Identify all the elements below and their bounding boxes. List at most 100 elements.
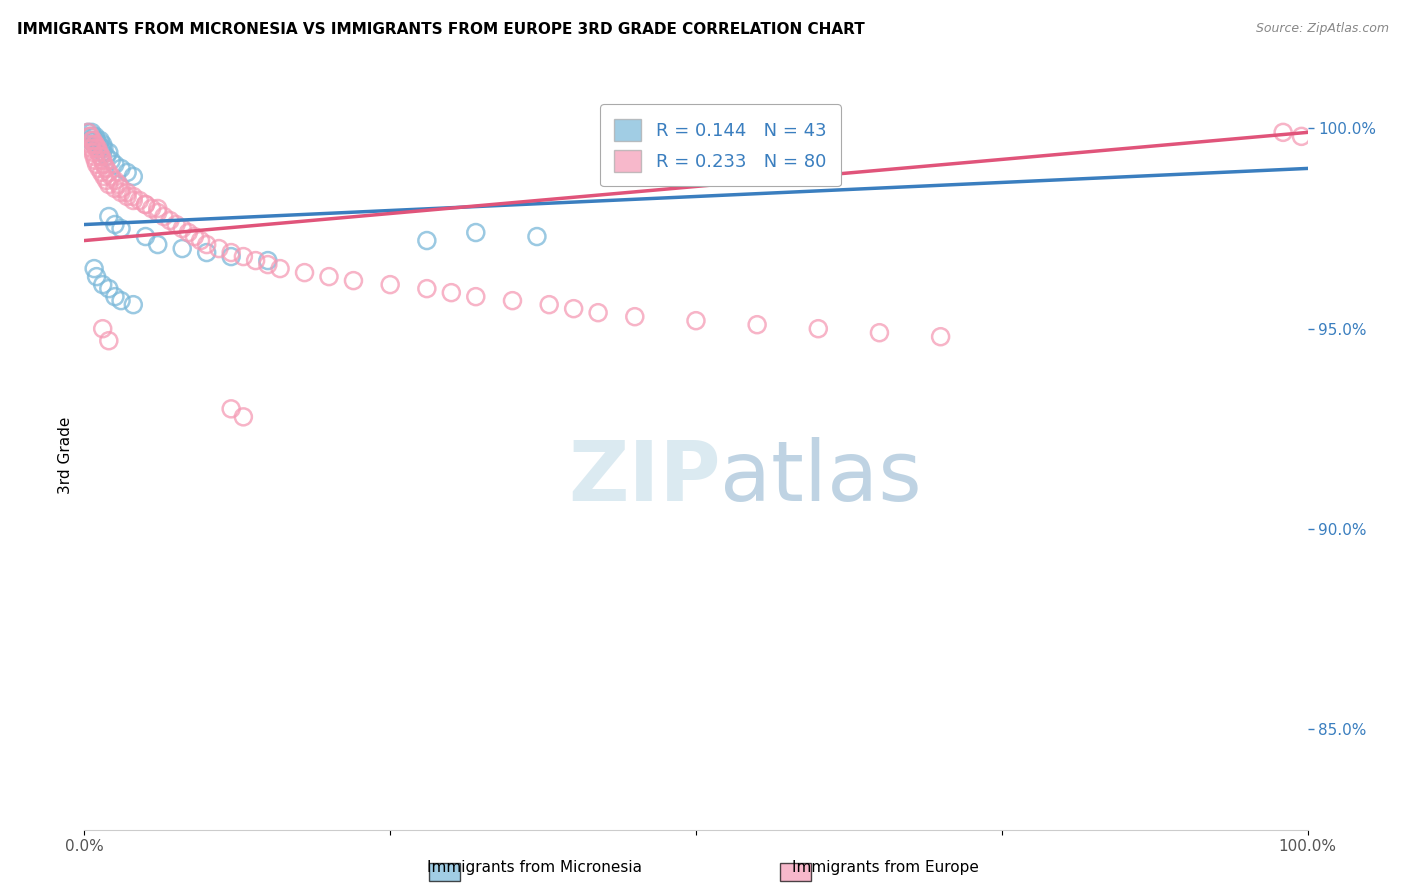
Y-axis label: 3rd Grade: 3rd Grade bbox=[58, 417, 73, 493]
Point bbox=[97, 178, 120, 192]
Point bbox=[84, 129, 107, 144]
Point bbox=[586, 306, 609, 320]
Point bbox=[869, 326, 891, 340]
Point bbox=[86, 141, 108, 155]
Point bbox=[83, 149, 105, 163]
Text: atlas: atlas bbox=[720, 437, 922, 518]
Text: IMMIGRANTS FROM MICRONESIA VS IMMIGRANTS FROM EUROPE 3RD GRADE CORRELATION CHART: IMMIGRANTS FROM MICRONESIA VS IMMIGRANTS… bbox=[17, 22, 865, 37]
Point bbox=[172, 242, 194, 256]
Point bbox=[416, 282, 439, 296]
Point bbox=[107, 178, 129, 192]
Text: Immigrants from Micronesia: Immigrants from Micronesia bbox=[427, 861, 641, 875]
Point bbox=[122, 189, 145, 203]
Point bbox=[245, 253, 267, 268]
Point bbox=[91, 137, 114, 152]
Point bbox=[122, 298, 145, 312]
Point bbox=[82, 145, 104, 160]
Point bbox=[219, 245, 242, 260]
Point bbox=[77, 129, 100, 144]
Point bbox=[624, 310, 647, 324]
Point bbox=[91, 322, 114, 336]
Point bbox=[1272, 125, 1295, 139]
Point bbox=[135, 229, 157, 244]
Point bbox=[82, 129, 104, 144]
Point bbox=[87, 141, 110, 155]
Point bbox=[380, 277, 402, 292]
Point bbox=[82, 133, 104, 147]
Point bbox=[153, 210, 176, 224]
Point bbox=[86, 137, 108, 152]
Point bbox=[685, 314, 707, 328]
Point bbox=[502, 293, 524, 308]
Point bbox=[929, 329, 952, 343]
Point bbox=[172, 221, 194, 235]
Point bbox=[146, 202, 169, 216]
Point bbox=[96, 149, 118, 163]
Point bbox=[807, 322, 830, 336]
Point bbox=[79, 133, 101, 147]
Point bbox=[100, 169, 122, 184]
Point bbox=[110, 181, 132, 195]
Point bbox=[86, 133, 108, 147]
Point bbox=[89, 133, 111, 147]
Point bbox=[115, 186, 138, 200]
Point bbox=[104, 218, 127, 232]
Text: ZIP: ZIP bbox=[568, 437, 720, 518]
Point bbox=[208, 242, 231, 256]
Point bbox=[232, 250, 254, 264]
Point bbox=[90, 149, 112, 163]
Point bbox=[110, 186, 132, 200]
Point bbox=[96, 161, 118, 176]
Point bbox=[104, 157, 127, 171]
Point bbox=[83, 137, 105, 152]
Point bbox=[165, 218, 187, 232]
Point bbox=[342, 274, 364, 288]
Point bbox=[84, 137, 107, 152]
Point bbox=[93, 169, 115, 184]
Point bbox=[104, 173, 127, 187]
Point bbox=[90, 141, 112, 155]
Point bbox=[122, 194, 145, 208]
Point bbox=[146, 205, 169, 219]
Point bbox=[86, 269, 108, 284]
Point bbox=[110, 221, 132, 235]
Point bbox=[80, 141, 103, 155]
Point bbox=[115, 165, 138, 179]
Point bbox=[195, 237, 218, 252]
Point bbox=[257, 258, 280, 272]
Point bbox=[115, 189, 138, 203]
Point bbox=[416, 234, 439, 248]
Point bbox=[97, 210, 120, 224]
Point bbox=[91, 277, 114, 292]
Point bbox=[83, 261, 105, 276]
Point bbox=[1291, 129, 1313, 144]
Point bbox=[87, 137, 110, 152]
Point bbox=[87, 145, 110, 160]
Point bbox=[77, 125, 100, 139]
Point bbox=[93, 141, 115, 155]
Text: Immigrants from Europe: Immigrants from Europe bbox=[793, 861, 979, 875]
Point bbox=[318, 269, 340, 284]
Point bbox=[195, 245, 218, 260]
Point bbox=[91, 145, 114, 160]
Point bbox=[128, 194, 150, 208]
Point bbox=[96, 173, 118, 187]
Point bbox=[538, 298, 561, 312]
Point bbox=[464, 290, 486, 304]
Point bbox=[135, 197, 157, 211]
Point bbox=[135, 197, 157, 211]
Point bbox=[747, 318, 769, 332]
Point bbox=[219, 250, 242, 264]
Point bbox=[159, 213, 181, 227]
Point bbox=[104, 181, 127, 195]
Point bbox=[97, 145, 120, 160]
Point bbox=[89, 149, 111, 163]
Legend: R = 0.144   N = 43, R = 0.233   N = 80: R = 0.144 N = 43, R = 0.233 N = 80 bbox=[600, 104, 841, 186]
Point bbox=[80, 133, 103, 147]
Point bbox=[141, 202, 163, 216]
Point bbox=[97, 165, 120, 179]
Point bbox=[97, 282, 120, 296]
Point bbox=[83, 133, 105, 147]
Point bbox=[269, 261, 291, 276]
Point bbox=[177, 226, 200, 240]
